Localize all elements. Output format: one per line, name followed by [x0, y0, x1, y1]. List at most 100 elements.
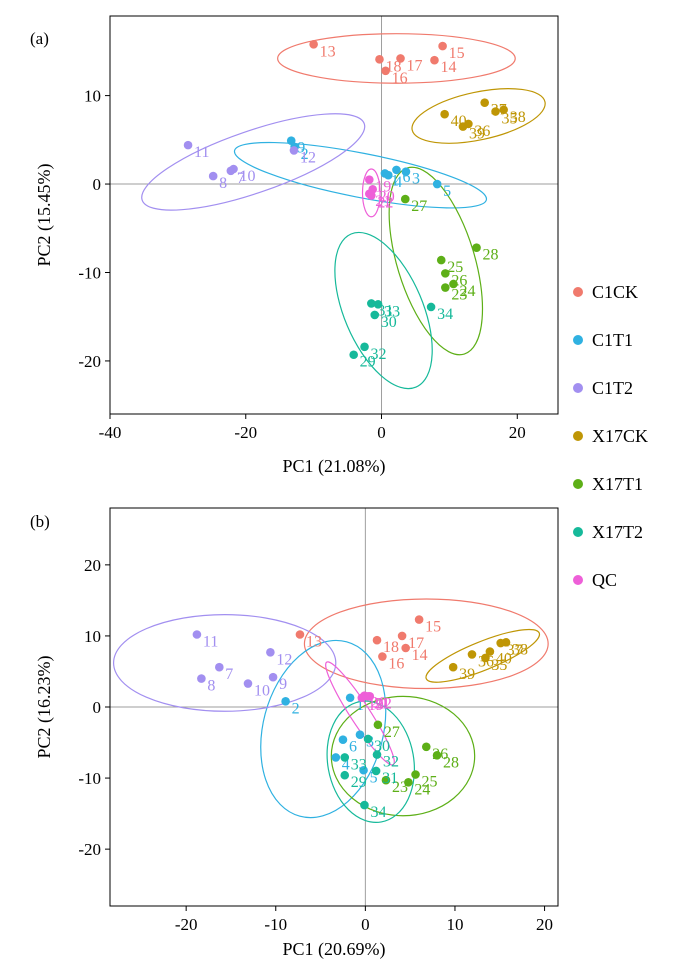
x-tick-label: -40 [99, 423, 122, 442]
data-point-6 [338, 735, 348, 744]
data-point-19 [364, 175, 374, 184]
data-point-27 [400, 194, 410, 204]
point-label-38: 38 [510, 109, 526, 126]
legend-swatch-qc [573, 575, 583, 585]
point-label-9: 9 [297, 140, 305, 157]
point-label-16: 16 [388, 656, 404, 673]
data-point-2 [281, 697, 290, 706]
data-point-14 [401, 643, 410, 653]
data-point-10 [243, 679, 253, 688]
panel-label: (b) [30, 512, 50, 531]
data-point-16 [381, 66, 390, 76]
point-label-12: 12 [276, 651, 292, 668]
point-label-13: 13 [306, 634, 322, 651]
legend-swatch-c1ck [573, 287, 583, 297]
data-point-12 [266, 647, 275, 657]
data-point-36 [464, 119, 473, 129]
data-point-29 [349, 350, 358, 360]
point-label-28: 28 [483, 247, 499, 264]
point-label-17: 17 [408, 635, 424, 652]
data-point-34 [360, 800, 369, 810]
point-label-28: 28 [443, 754, 459, 771]
confidence-ellipse-x17t2 [334, 231, 433, 390]
plot-frame [109, 15, 559, 415]
point-label-10: 10 [254, 683, 270, 700]
legend-label-x17t1: X17T1 [592, 474, 643, 494]
y-tick-label: 10 [84, 87, 101, 106]
data-point-30 [370, 310, 380, 320]
point-label-4: 4 [394, 174, 402, 191]
data-point-34 [426, 302, 436, 312]
data-point-32 [360, 342, 369, 352]
data-point-6 [392, 165, 401, 175]
data-point-31 [371, 766, 381, 776]
point-label-21: 21 [374, 695, 390, 712]
data-point-36 [467, 650, 477, 659]
data-point-1 [345, 693, 355, 703]
x-tick-label: 20 [536, 915, 553, 934]
point-label-18: 18 [383, 639, 399, 656]
confidence-ellipse-c1t2 [112, 614, 337, 712]
y-tick-label: -10 [78, 263, 101, 282]
legend-label-x17ck: X17CK [592, 426, 648, 446]
legend-label-c1t1: C1T1 [592, 330, 633, 350]
point-label-37: 37 [507, 642, 523, 659]
x-tick-label: -20 [175, 915, 198, 934]
x-tick-label: 0 [361, 915, 370, 934]
point-label-27: 27 [384, 724, 400, 741]
legend: C1CK C1T1 C1T2 X17CK X17T1 X17T2 QC [573, 282, 648, 590]
y-tick-label: 10 [84, 627, 101, 646]
data-point-7 [215, 662, 224, 672]
data-point-11 [192, 630, 202, 639]
x-tick-label: -10 [264, 915, 287, 934]
data-point-38 [501, 638, 511, 647]
data-point-33 [340, 753, 350, 762]
data-point-40 [440, 109, 449, 119]
data-point-38 [499, 105, 508, 115]
y-axis-label: PC2 (15.45%) [34, 163, 55, 266]
confidence-ellipse-qc [325, 661, 395, 766]
legend-swatch-x17t1 [573, 479, 583, 489]
legend-swatch-x17ck [573, 431, 583, 441]
point-label-6: 6 [349, 739, 357, 756]
point-label-5: 5 [370, 769, 378, 786]
legend-swatch-c1t2 [573, 383, 583, 393]
point-label-9: 9 [279, 676, 287, 693]
data-point-31 [367, 299, 376, 308]
point-label-12: 12 [300, 149, 316, 166]
data-point-3 [355, 730, 365, 740]
panel-label: (a) [30, 29, 49, 48]
point-label-34: 34 [437, 306, 453, 323]
legend-swatch-c1t1 [573, 335, 583, 345]
point-label-8: 8 [207, 678, 215, 695]
data-point-3 [401, 167, 411, 176]
point-label-4: 4 [342, 756, 350, 773]
data-point-24 [404, 778, 413, 787]
point-label-16: 16 [392, 70, 408, 87]
point-label-2: 2 [292, 700, 300, 717]
data-point-21 [363, 692, 373, 701]
point-label-14: 14 [440, 59, 456, 76]
point-label-39: 39 [469, 126, 485, 143]
point-label-20: 20 [370, 695, 386, 712]
confidence-ellipse-c1ck [277, 33, 516, 84]
data-point-11 [183, 140, 193, 150]
point-label-31: 31 [382, 770, 398, 787]
data-point-27 [373, 720, 383, 730]
confidence-ellipse-c1t2 [141, 113, 366, 211]
data-point-28 [472, 243, 481, 253]
confidence-ellipse-x17t1 [330, 695, 476, 817]
legend-label-c1t2: C1T2 [592, 378, 633, 398]
panel-a: 1318161714159216435118710123740383936352… [30, 15, 559, 477]
confidence-ellipse-c1t1 [233, 141, 488, 209]
y-tick-label: 0 [93, 698, 102, 717]
point-label-14: 14 [412, 647, 428, 664]
y-tick-label: -20 [78, 840, 101, 859]
y-axis-label: PC2 (16.23%) [34, 655, 55, 758]
point-label-32: 32 [371, 346, 387, 363]
data-point-5 [432, 179, 442, 189]
legend-label-x17t2: X17T2 [592, 522, 643, 542]
point-label-13: 13 [320, 43, 336, 60]
point-label-6: 6 [402, 169, 410, 186]
